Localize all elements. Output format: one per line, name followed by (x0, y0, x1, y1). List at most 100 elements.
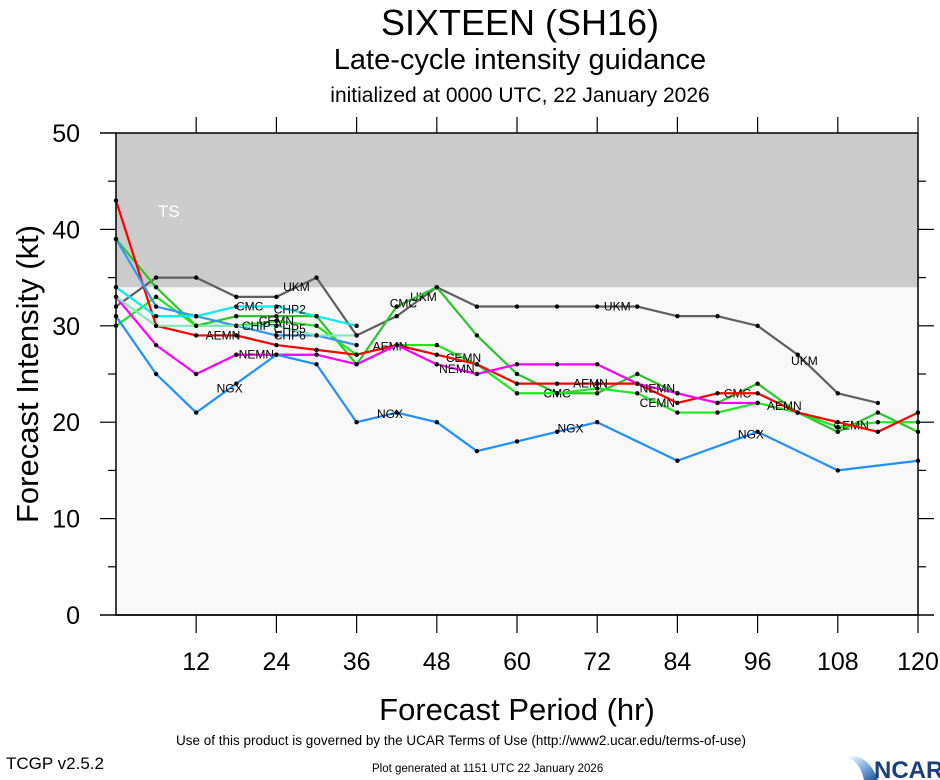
data-point (715, 391, 720, 396)
y-tick-label: 40 (52, 216, 80, 244)
data-point (835, 424, 840, 430)
data-point (474, 371, 480, 377)
data-point (314, 333, 319, 338)
data-point (274, 313, 279, 319)
chart-subtitle: Late-cycle intensity guidance (333, 44, 707, 76)
data-point (394, 342, 399, 348)
x-axis-label: Forecast Period (hr) (379, 692, 655, 727)
data-point (354, 323, 359, 328)
data-point (153, 371, 159, 377)
data-point (153, 294, 159, 300)
version-label: TCGP v2.5.2 (6, 754, 104, 773)
data-point (153, 323, 159, 328)
data-point (675, 400, 680, 406)
series-label: CHP2 (274, 303, 306, 317)
data-point (354, 420, 359, 425)
data-point (274, 323, 279, 328)
data-point (314, 323, 319, 328)
series-label: CMC (236, 300, 264, 314)
series-label: UKM (604, 300, 631, 314)
data-point (234, 323, 239, 328)
data-point (514, 381, 520, 386)
series-label: AEMN (767, 399, 802, 413)
y-tick-label: 20 (52, 409, 80, 437)
data-point (835, 429, 840, 435)
data-point (194, 323, 199, 328)
x-tick-label: 84 (663, 648, 691, 676)
data-point (153, 304, 159, 309)
data-point (675, 391, 680, 396)
data-point (474, 448, 480, 454)
series-label: NEMN (640, 381, 675, 395)
data-point (635, 304, 640, 309)
data-point (875, 410, 881, 415)
series-label: CEMN (446, 351, 481, 365)
series-label: NGX (217, 381, 243, 395)
data-point (514, 439, 520, 444)
data-point (274, 352, 279, 357)
series-label: NGX (557, 422, 583, 436)
data-point (314, 313, 319, 319)
data-point (755, 391, 760, 396)
series-cmc: CMCCMCCMC (113, 236, 921, 435)
data-point (795, 410, 800, 415)
data-point (194, 313, 199, 319)
data-point (835, 468, 840, 473)
data-point (835, 420, 840, 425)
y-axis-label: Forecast Intensity (kt) (10, 225, 45, 523)
axes-layer: 0 10 20 30 40 50 12 24 36 48 60 72 84 96 108 120 (52, 117, 939, 676)
x-tick-label: 96 (744, 648, 772, 676)
data-point (474, 333, 480, 338)
data-point (274, 333, 279, 338)
data-point (835, 391, 840, 396)
ts-band-label: TS (158, 202, 180, 221)
series-label: NEMN (239, 348, 274, 362)
data-point (554, 429, 560, 435)
x-tick-label: 12 (182, 648, 210, 676)
generated-time: Plot generated at 1151 UTC 22 January 20… (372, 763, 604, 775)
chart-title: SIXTEEN (SH16) (380, 2, 660, 43)
series-label: NGX (738, 427, 764, 441)
x-tick-label: 48 (423, 648, 451, 676)
terms-of-use: Use of this product is governed by the U… (176, 733, 746, 748)
ts-band (116, 133, 918, 288)
series-label: AEMN (206, 328, 241, 342)
data-point (635, 371, 640, 377)
data-point (274, 294, 279, 300)
series-line (115, 276, 879, 404)
data-point (314, 275, 319, 280)
data-point (314, 352, 319, 357)
init-time: initialized at 0000 UTC, 22 January 2026 (330, 84, 710, 107)
data-point (595, 304, 600, 309)
data-point (153, 342, 159, 348)
data-point (554, 381, 560, 386)
series-label: UKM (283, 280, 310, 294)
data-point (234, 294, 239, 300)
y-tick-label: 0 (66, 602, 80, 630)
data-point (675, 410, 680, 415)
series-label: CEMN (259, 314, 294, 328)
series-label: AEMN (373, 340, 408, 354)
data-point (554, 362, 560, 367)
data-point (354, 352, 359, 357)
ncar-swoosh-icon (848, 755, 878, 780)
data-point (354, 362, 359, 367)
data-point (875, 420, 881, 425)
series-label: UKM (410, 290, 437, 304)
series-label: CHIP (242, 319, 271, 333)
series-label: NGX (377, 407, 403, 421)
data-point (194, 410, 199, 415)
data-point (194, 333, 199, 338)
data-point (474, 304, 480, 309)
y-tick-label: 50 (52, 120, 80, 148)
series-chp2: CMC CHP2 (113, 285, 359, 328)
data-point (755, 381, 760, 386)
data-point (234, 304, 239, 309)
data-point (514, 304, 520, 309)
data-point (595, 391, 600, 396)
series-label: AEMN (573, 377, 608, 391)
data-point (434, 352, 439, 357)
data-point (234, 352, 239, 357)
data-point (314, 362, 319, 367)
